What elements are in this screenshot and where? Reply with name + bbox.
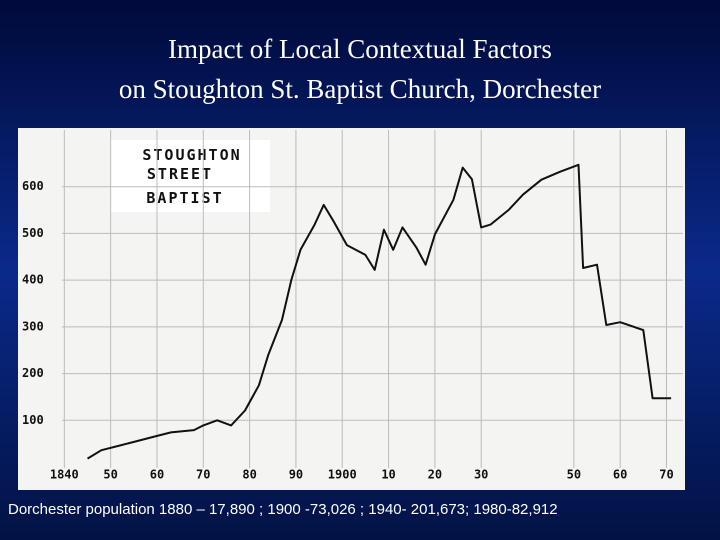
chart-title: STREET [147, 165, 213, 183]
data-line [86, 163, 672, 460]
x-tick-label: 10 [381, 468, 395, 482]
y-tick-label: 300 [22, 319, 44, 333]
y-tick-label: 400 [22, 273, 44, 287]
x-tick-label: 50 [103, 468, 117, 482]
y-tick-label: 200 [22, 366, 44, 380]
x-tick-label: 60 [613, 468, 627, 482]
y-tick-label: 500 [22, 226, 44, 240]
slide-title: on Stoughton St. Baptist Church, Dorches… [119, 74, 601, 104]
x-tick-label: 30 [474, 468, 488, 482]
x-tick-label: 70 [659, 468, 673, 482]
footer-note: Dorchester population 1880 – 17,890 ; 19… [8, 501, 558, 518]
x-tick-label: 80 [242, 468, 256, 482]
x-tick-label: 20 [428, 468, 442, 482]
x-tick-label: 1900 [328, 468, 357, 482]
x-tick-label: 70 [196, 468, 210, 482]
chart-title: BAPTIST [146, 189, 223, 207]
x-tick-label: 60 [150, 468, 164, 482]
inset-box [110, 140, 270, 212]
x-tick-label: 1840 [50, 468, 79, 482]
y-tick-label: 600 [22, 179, 44, 193]
slide-title: Impact of Local Contextual Factors [168, 34, 552, 64]
y-tick-label: 100 [22, 413, 44, 427]
x-tick-label: 90 [289, 468, 303, 482]
x-tick-label: 50 [567, 468, 581, 482]
chart-title: STOUGHTON [142, 146, 241, 164]
